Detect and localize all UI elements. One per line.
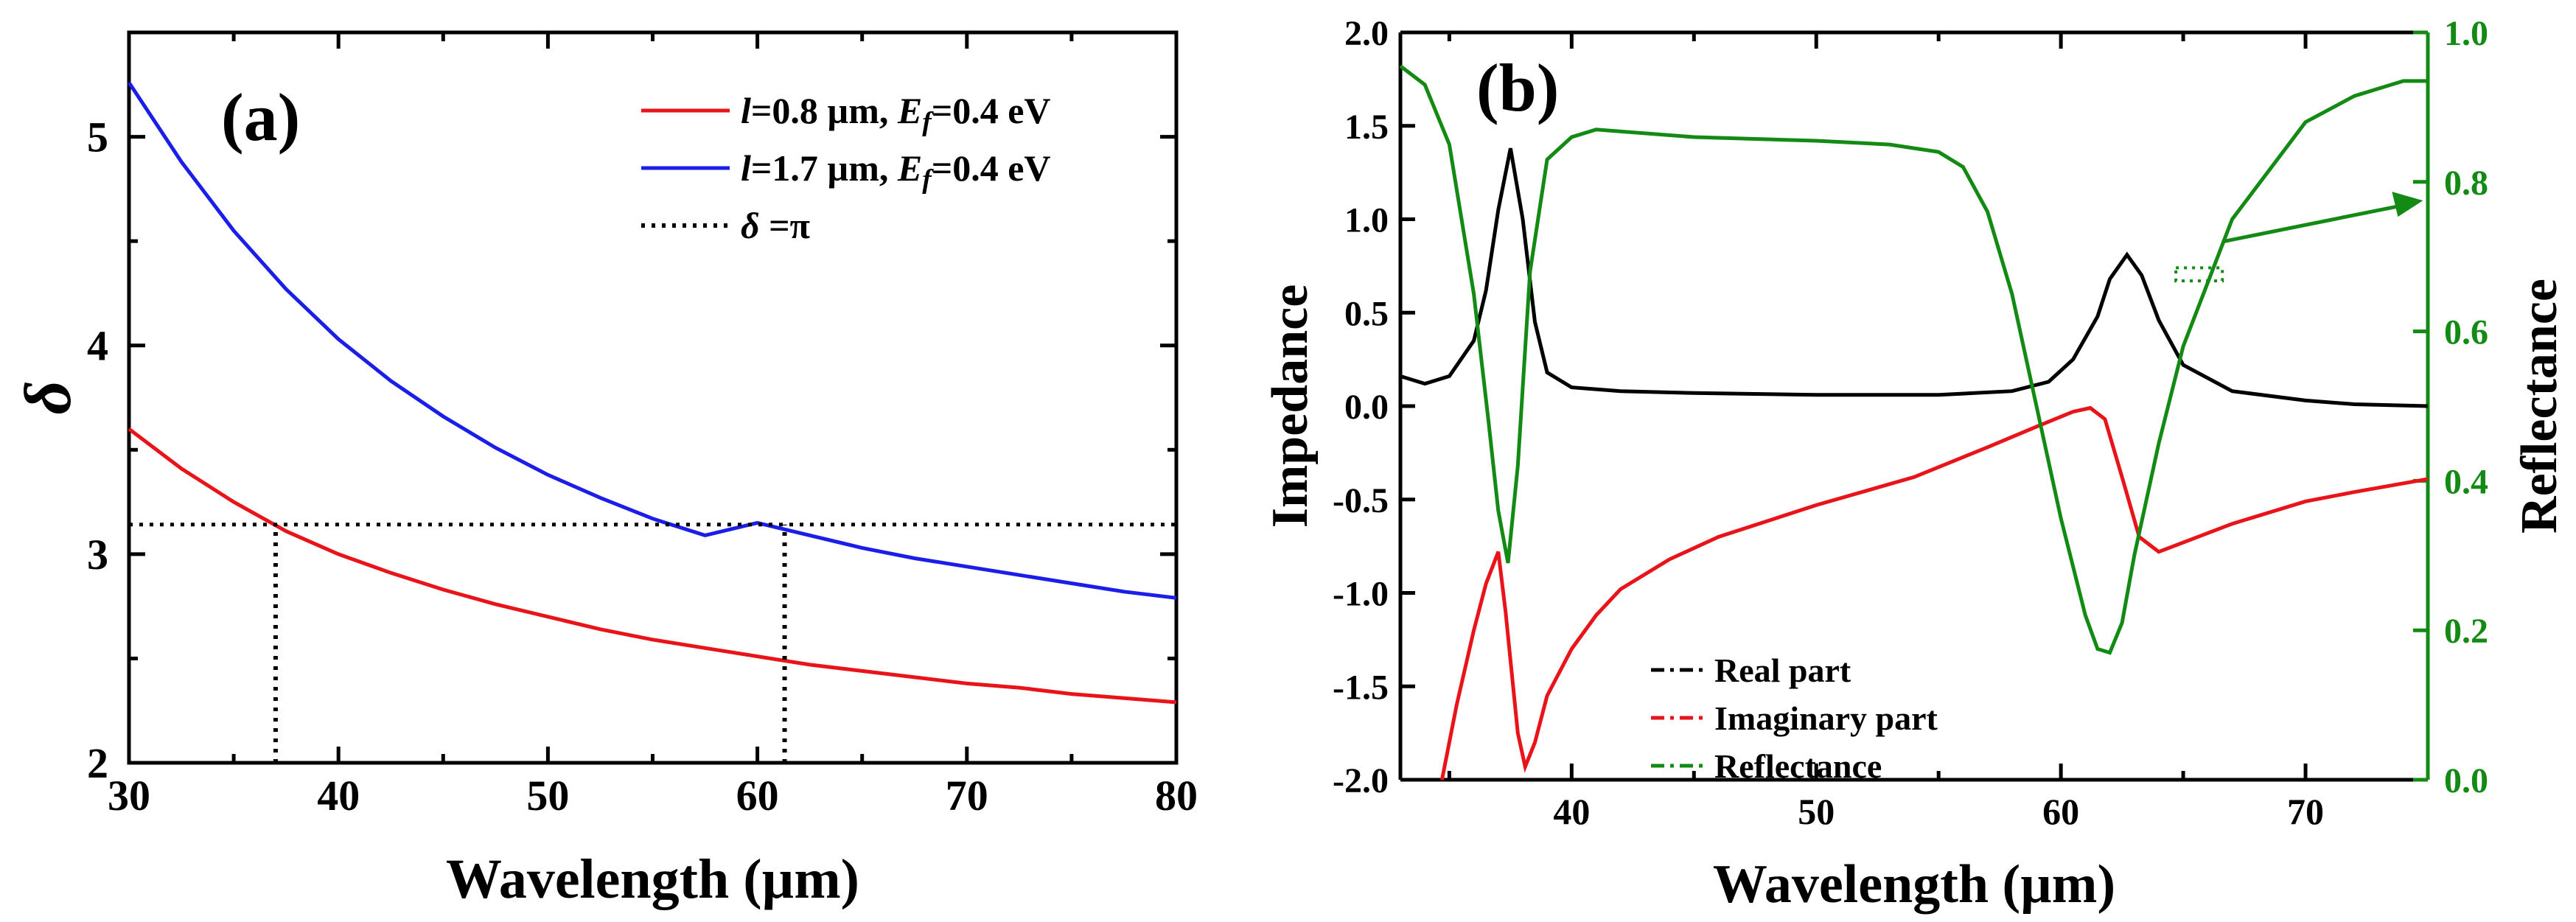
x-tick-label: 70 [946, 772, 988, 820]
legend-label-0-part: =0.8 µm, [751, 90, 898, 131]
legend-label-2: δ =π [741, 205, 810, 246]
y2-tick-label: 0.2 [2444, 612, 2488, 651]
legend-label-0-part: f [922, 107, 934, 137]
series-line-1 [1439, 405, 2429, 780]
y2-axis-label: Reflectance [2511, 279, 2568, 534]
arrow-shaft [2221, 203, 2401, 244]
y-tick-label: 2 [87, 739, 108, 787]
y-tick-label: 5 [87, 113, 108, 161]
y-tick-label: 1.5 [1344, 108, 1389, 147]
panel-a-chart: 30 40 50 60 70 80 2 3 4 5 Wavelength (µm) δ (a) l=0.8… [12, 30, 1198, 910]
x-tick-label: 60 [2042, 791, 2079, 832]
y-axis-label: δ [12, 380, 85, 414]
y-tick-label: -1.0 [1333, 575, 1389, 614]
panel-label: (a) [221, 80, 300, 155]
x-tick-label: 40 [317, 772, 360, 820]
legend-label-1-part: l [741, 147, 751, 189]
x-axis-label: Wavelength (µm) [1713, 854, 2115, 915]
y2-tick-label: 1.0 [2444, 14, 2488, 53]
y-tick-label: 4 [87, 322, 108, 370]
legend-label-1: l=1.7 µm, Ef=0.4 eV [741, 147, 1051, 195]
y-tick-label: -0.5 [1333, 481, 1389, 520]
arrow-head [2392, 192, 2423, 217]
y2-tick-label: 0.6 [2444, 313, 2488, 352]
legend-label-1-part: =1.7 µm, [751, 147, 898, 189]
x-tick-label: 30 [108, 772, 150, 820]
legend-label-2: Reflectance [1714, 747, 1882, 785]
y-axis-label: Impedance [1262, 284, 1319, 528]
series-line-1 [127, 81, 1177, 600]
series-line-2 [1399, 64, 2428, 655]
y2-tick-label: 0.4 [2444, 462, 2488, 501]
legend-label-1-part: f [922, 164, 934, 195]
y2-tick-label: 0.8 [2444, 164, 2488, 203]
x-tick-label: 50 [526, 772, 569, 820]
y-tick-label: 3 [87, 531, 108, 579]
x-tick-label: 40 [1553, 791, 1590, 832]
x-tick-label: 60 [736, 772, 779, 820]
y-tick-label: -2.0 [1333, 761, 1389, 800]
legend-label-1: Imaginary part [1714, 699, 1938, 737]
legend-label-0: l=0.8 µm, Ef=0.4 eV [741, 90, 1051, 137]
legend-label-1-part: =0.4 eV [932, 147, 1051, 189]
y-tick-label: 2.0 [1344, 14, 1389, 53]
legend-label-0-part: =0.4 eV [932, 90, 1051, 131]
panel-label: (b) [1476, 50, 1559, 125]
legend-label-0: Real part [1714, 652, 1851, 689]
series-line-0 [1400, 147, 2429, 408]
legend-label-2-part: =π [760, 205, 810, 246]
y2-tick-label: 0.0 [2444, 761, 2488, 800]
y-tick-label: 1.0 [1344, 201, 1389, 240]
legend-label-1-part: E [897, 147, 922, 189]
x-tick-label: 50 [1798, 791, 1835, 832]
series-line-0 [128, 427, 1177, 705]
zoom-box [2174, 266, 2224, 283]
panel-b-chart: 40 50 60 70 -2.0 -1.5 -1.0 -0.5 0.0 0.5 1.0 1.5 2.0 0… [1262, 14, 2568, 915]
legend-label-0-part: l [741, 90, 751, 131]
legend-label-0-part: E [897, 90, 922, 131]
x-tick-label: 80 [1155, 772, 1198, 820]
y-tick-label: 0.5 [1344, 294, 1389, 333]
y-tick-label: 0.0 [1344, 388, 1389, 427]
y-tick-label: -1.5 [1333, 668, 1389, 707]
legend-label-2-part: δ [741, 205, 760, 246]
x-axis-label: Wavelength (µm) [446, 848, 859, 910]
x-tick-label: 70 [2287, 791, 2324, 832]
